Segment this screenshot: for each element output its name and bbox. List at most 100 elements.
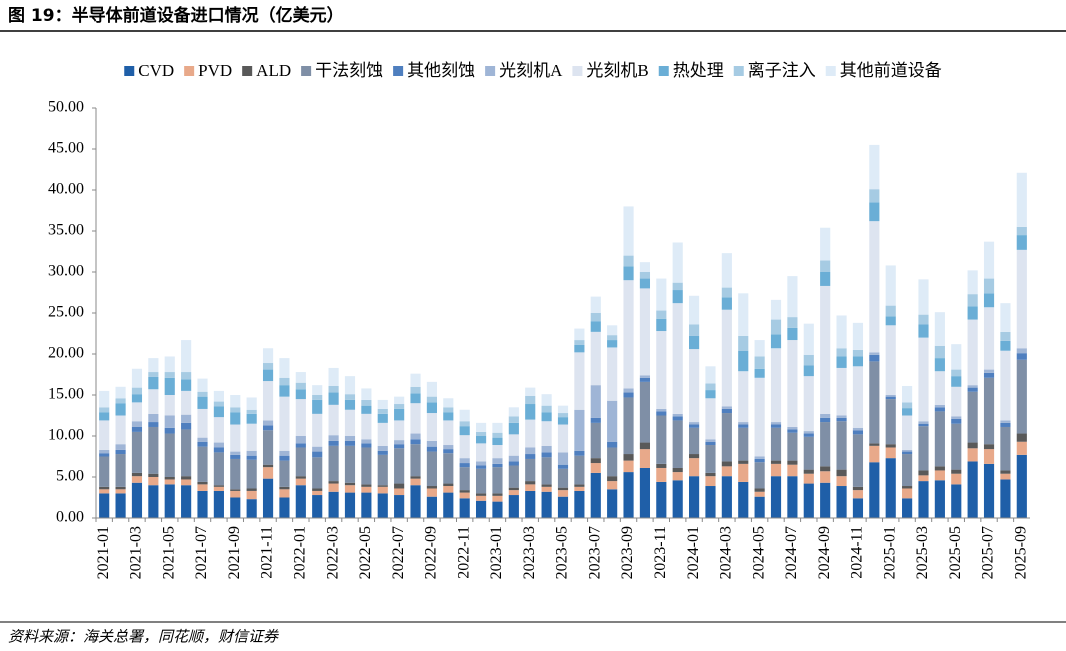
bar-segment [820,471,831,483]
bar-segment [754,368,765,378]
bar-segment [181,340,192,373]
bar-segment [557,405,569,414]
bar-segment [99,449,110,454]
bar-segment [738,422,749,425]
bar-segment [459,463,470,468]
x-tick-label: 2023-03 [521,526,538,579]
bar-segment [918,337,929,422]
bar-segment [328,445,339,482]
bar-segment [312,413,323,447]
bar-segment [803,431,814,434]
bar-segment [852,434,864,487]
bar-segment [623,280,634,389]
bar-segment [312,399,323,414]
bar-segment [557,413,569,418]
bar-segment [738,481,749,518]
bar-segment [656,408,667,412]
bar-segment [607,347,618,401]
bar-segment [852,356,864,367]
bar-segment [115,386,126,399]
bar-segment [99,456,110,487]
bar-segment [1000,422,1011,427]
bar-segment [459,458,470,464]
bar-segment [983,241,995,279]
bar-segment [607,335,618,341]
bar-segment [525,481,536,485]
bar-segment [115,486,126,490]
bar-segment [951,469,962,474]
bar-segment [689,324,700,336]
x-tick-label: 2025-07 [980,526,997,579]
bar-segment [148,358,159,373]
bar-segment [328,491,339,518]
bar-segment [279,455,290,461]
legend-swatch [393,66,404,76]
bar-segment [623,206,634,256]
bar-segment [197,446,208,482]
bar-segment [541,412,552,422]
bar-segment [279,358,290,378]
bar-segment [295,485,306,518]
y-tick-label: 0.00 [56,509,84,526]
bar-segment [394,420,405,441]
bar-segment [574,486,585,491]
bar-segment [262,363,274,370]
x-tick-label: 2024-09 [816,526,833,579]
bar-segment [279,450,290,456]
bar-segment [181,390,192,415]
bar-segment [295,476,306,479]
bar-segment [181,476,192,480]
bar-segment [230,412,241,425]
bar-segment [164,479,175,485]
bar-segment [902,486,913,489]
bar-segment [394,396,405,405]
bar-segment [230,458,241,490]
legend-label: 其他前道设备 [840,61,942,80]
bar-segment [312,446,323,452]
x-tick-label: 2024-03 [718,526,735,579]
bar-segment [852,490,864,499]
bar-segment [705,439,716,442]
bar-segment [607,340,618,348]
bar-segment [410,433,421,440]
bar-segment [787,426,798,430]
bar-segment [361,443,372,448]
bar-segment [574,409,585,451]
bar-segment [820,285,831,414]
bar-segment [541,491,552,518]
bar-segment [967,442,978,449]
bar-segment [885,316,896,326]
bar-segment [426,440,437,447]
bar-segment [951,484,962,518]
bar-segment [344,409,356,436]
bar-segment [590,458,601,464]
bar-segment [508,407,519,417]
bar-segment [295,447,306,477]
bar-segment [230,424,241,452]
bar-segment [246,455,257,460]
bar-segment [574,455,585,485]
bar-segment [475,468,487,494]
bar-segment [705,445,716,473]
bar-segment [99,493,110,518]
bar-segment [525,387,536,396]
bar-segment [623,255,634,267]
bar-segment [1016,235,1027,250]
bar-segment [394,444,405,449]
bar-segment [656,415,667,464]
bar-segment [344,436,356,441]
y-tick-label: 5.00 [56,468,84,485]
bar-segment [541,421,552,446]
bar-segment [721,253,732,288]
bar-segment [492,467,503,494]
bar-segment [394,483,405,489]
bar-segment [770,427,782,461]
bar-segment [869,354,880,362]
bar-segment [869,202,880,222]
bar-segment [377,445,388,451]
bar-segment [754,458,765,463]
bar-segment [508,422,519,435]
x-tick-label: 2023-05 [554,526,571,579]
bar-segment [770,334,782,349]
bar-segment [328,385,339,393]
